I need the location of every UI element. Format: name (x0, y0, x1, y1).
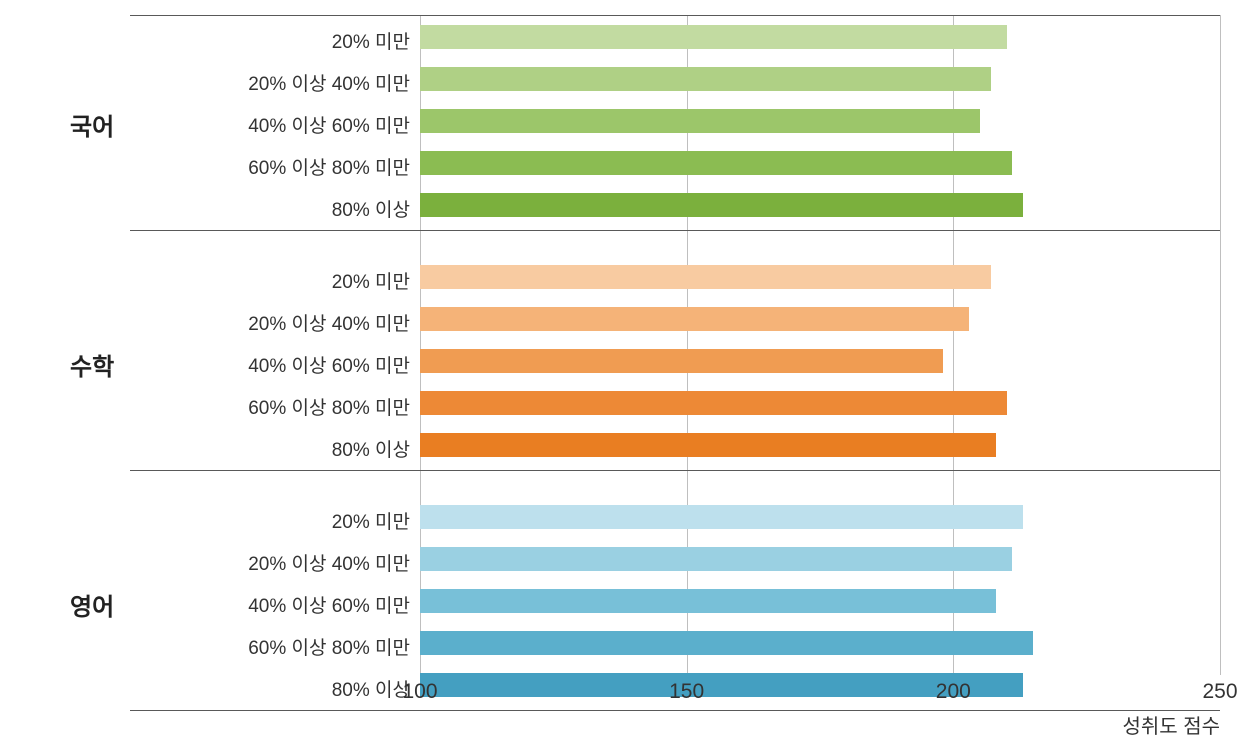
x-axis-title: 성취도 점수 (1122, 710, 1220, 739)
bar-label: 40% 이상 60% 미만 (248, 111, 410, 138)
bar-label: 80% 이상 (332, 435, 410, 462)
chart-container: 20% 미만 20% 이상 40% 미만 40% 이상 60% 미만 60% 이상 8… (10, 10, 1230, 723)
bar-label: 80% 이상 (332, 675, 410, 702)
x-tick-label: 150 (669, 680, 704, 704)
bar (420, 349, 943, 373)
bar-label: 80% 이상 (332, 195, 410, 222)
group-divider (130, 230, 1220, 231)
bar (420, 631, 1033, 655)
bar-label: 20% 미만 (332, 507, 410, 534)
bar-label: 40% 이상 60% 미만 (248, 351, 410, 378)
bar-label: 20% 미만 (332, 267, 410, 294)
bar (420, 67, 991, 91)
bar (420, 589, 996, 613)
bar (420, 307, 969, 331)
bar (420, 673, 1023, 697)
gridline (1220, 15, 1221, 675)
bar (420, 25, 1007, 49)
bar (420, 433, 996, 457)
bar (420, 505, 1023, 529)
bar-label: 60% 이상 80% 미만 (248, 153, 410, 180)
group-divider (130, 15, 1220, 16)
bar (420, 151, 1012, 175)
bar (420, 391, 1007, 415)
bar (420, 109, 980, 133)
bar (420, 193, 1023, 217)
x-tick-label: 200 (936, 680, 971, 704)
group-divider (130, 710, 1220, 711)
bar-label: 20% 이상 40% 미만 (248, 309, 410, 336)
bar (420, 265, 991, 289)
group-label: 국어 (70, 107, 114, 142)
group-label: 수학 (70, 347, 114, 382)
bar-label: 40% 이상 60% 미만 (248, 591, 410, 618)
group-divider (130, 470, 1220, 471)
x-tick-label: 100 (402, 680, 437, 704)
bar-label: 20% 이상 40% 미만 (248, 69, 410, 96)
bar (420, 547, 1012, 571)
bar-label: 60% 이상 80% 미만 (248, 393, 410, 420)
bar-label: 20% 미만 (332, 27, 410, 54)
x-tick-label: 250 (1202, 680, 1237, 704)
bar-label: 60% 이상 80% 미만 (248, 633, 410, 660)
bar-label: 20% 이상 40% 미만 (248, 549, 410, 576)
group-label: 영어 (70, 587, 114, 622)
